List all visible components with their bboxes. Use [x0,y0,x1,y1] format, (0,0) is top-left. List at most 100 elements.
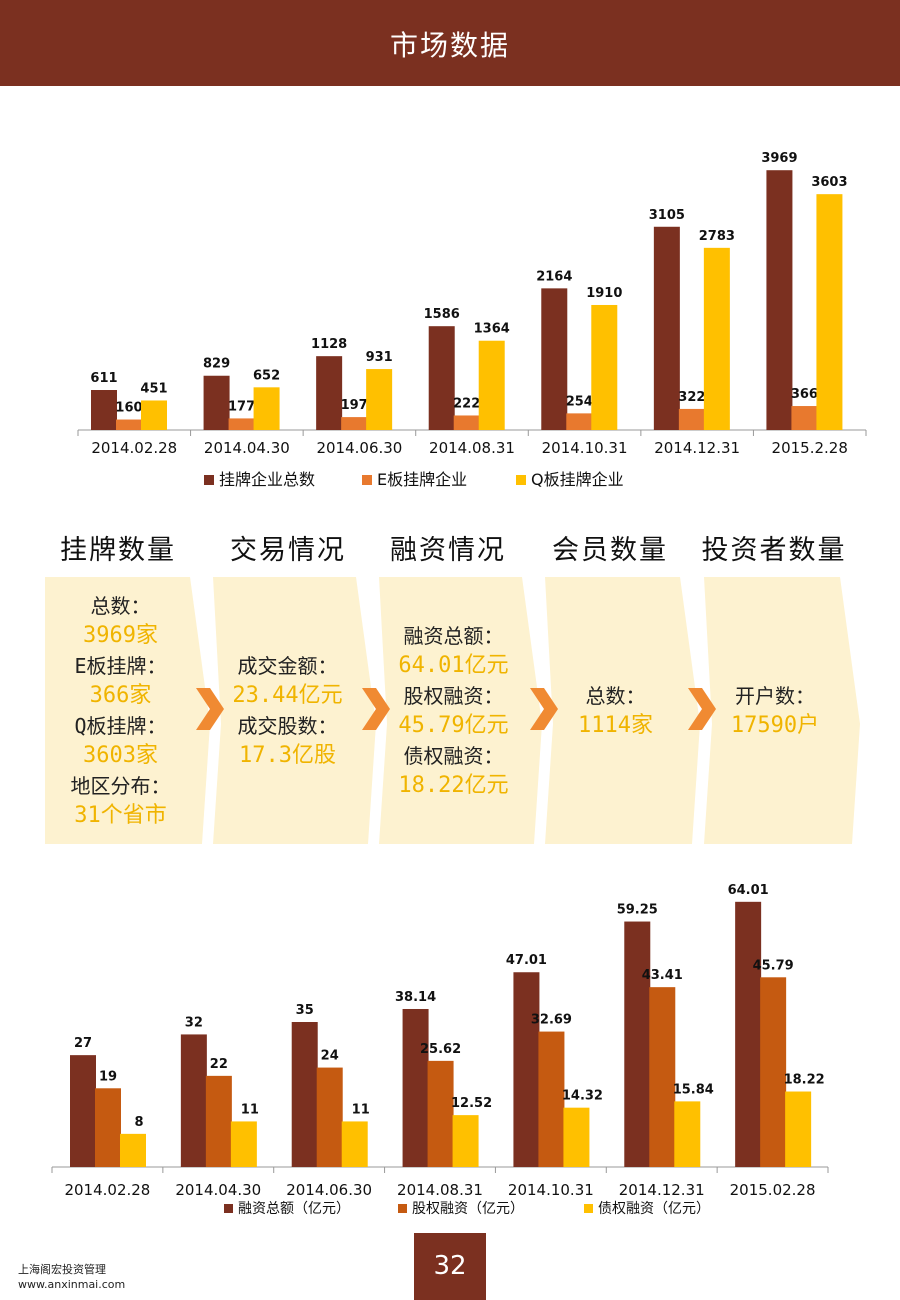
panel-label: 总数： [585,683,646,708]
bar [816,194,843,430]
data-label: 366 [791,387,818,402]
x-tick-label: 2014.06.30 [286,1181,372,1199]
x-tick-label: 2015.02.28 [730,1181,816,1199]
bar [674,1101,701,1167]
bar [427,1060,454,1167]
x-tick-label: 2014.02.28 [91,439,177,457]
bar [649,987,676,1167]
data-label: 1586 [424,307,460,322]
bar [228,418,255,430]
data-label: 35 [296,1003,314,1018]
legend-label: 股权融资（亿元） [412,1201,524,1217]
heading-financing: 融资情况 [390,535,506,566]
panel-value: 3969家 [83,622,158,648]
bar [70,1055,96,1167]
legend-swatch [398,1204,407,1213]
bar [541,288,568,430]
page-header: 市场数据 [0,0,900,86]
financing-chart: 2014.02.28 27 19 8 2014.04.30 32 22 11 2014.06.3… [51,883,829,1217]
legend-label: Q板挂牌企业 [531,470,624,489]
panel-value: 64.01亿元 [398,652,509,678]
data-label: 14.32 [562,1089,603,1104]
bar [785,1091,812,1167]
page-number: 32 [414,1233,486,1300]
data-label: 1364 [474,322,510,337]
x-tick-label: 2014.10.31 [542,439,628,457]
bar [591,304,618,430]
x-tick-label: 2014.08.31 [429,439,515,457]
data-label: 254 [566,394,593,409]
bar [453,415,480,430]
x-tick-label: 2014.12.31 [654,439,740,457]
x-tick-label: 2015.2.28 [772,439,848,457]
panel-label: 债权融资： [403,743,504,768]
data-label: 11 [241,1102,259,1117]
data-label: 160 [115,401,142,416]
panel-label: 总数： [90,593,151,618]
data-label: 18.22 [784,1073,825,1088]
x-tick-label: 2014.08.31 [397,1181,483,1199]
legend-swatch [224,1204,233,1213]
data-label: 59.25 [617,903,658,918]
data-label: 611 [90,371,117,386]
data-label: 32.69 [531,1013,572,1028]
bar [341,1121,368,1167]
legend-swatch [584,1204,593,1213]
data-label: 3969 [761,151,797,166]
panel-shape [704,577,860,844]
page-title: 市场数据 [389,29,510,62]
bar [760,977,787,1167]
x-tick-label: 2014.10.31 [508,1181,594,1199]
bar [253,387,280,430]
bar [291,1022,318,1167]
arrow-icon [688,688,716,730]
bar [624,921,651,1167]
heading-listing-count: 挂牌数量 [60,535,176,566]
panel-listing-count: 总数： 3969家 E板挂牌： 366家 Q板挂牌： 3603家 地区分布： 31个省市 [45,577,210,844]
legend-swatch [362,475,372,485]
panel-members: 总数： 1114家 [545,577,700,844]
data-label: 1128 [311,337,347,352]
bar [341,417,368,430]
panel-label: 融资总额： [403,623,504,648]
arrow-icon [362,688,390,730]
bar [91,390,117,430]
panel-value: 23.44亿元 [232,682,343,708]
data-label: 652 [253,368,280,383]
panel-label: Q板挂牌： [74,713,167,738]
data-label: 32 [185,1015,203,1030]
panel-label: 成交股数： [237,713,338,738]
heading-members: 会员数量 [552,535,668,566]
panel-value: 366家 [89,682,152,708]
data-label: 197 [341,398,368,413]
bar [316,1067,343,1167]
heading-trading: 交易情况 [230,535,346,566]
bar [791,406,818,430]
heading-investors: 投资者数量 [701,535,847,566]
bar [120,1133,146,1167]
panel-shape [45,577,210,844]
data-label: 43.41 [642,968,683,983]
data-label: 27 [74,1036,92,1051]
bar [205,1075,232,1167]
bar [316,356,343,430]
bar [141,400,167,430]
panel-value: 3603家 [83,742,158,768]
panel-value: 18.22亿元 [398,772,509,798]
data-label: 3105 [649,208,685,223]
panel-background [379,577,542,844]
legend-label: 融资总额（亿元） [238,1201,350,1217]
panel-label: 开户数： [735,683,815,708]
panel-shape [545,577,700,844]
data-label: 19 [99,1069,117,1084]
bar [566,413,593,430]
legend-swatch [516,475,526,485]
data-label: 64.01 [728,883,769,898]
bar [653,226,680,430]
legend-label: 债权融资（亿元） [598,1201,710,1217]
listing-count-chart: 2014.02.28 611 160 451 2014.04.30 829 177 652 20… [77,151,867,489]
data-label: 177 [228,399,255,414]
bar [678,408,705,430]
data-label: 931 [366,350,393,365]
data-label: 3603 [811,175,847,190]
